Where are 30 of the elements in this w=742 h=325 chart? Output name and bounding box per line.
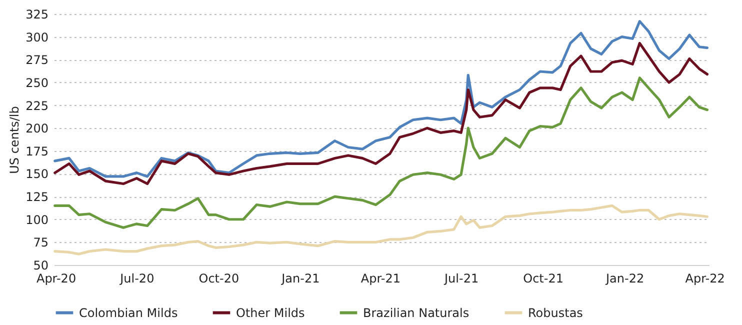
legend-label: Brazilian Naturals [363,306,470,320]
x-tick-label: Jul-20 [119,272,154,286]
y-axis-title: US cents/lb [8,106,22,174]
y-tick-label: 200 [26,122,48,136]
y-tick-label: 50 [33,258,48,272]
x-tick-label: Apr-22 [685,272,725,286]
y-tick-label: 100 [26,212,48,227]
y-tick-label: 225 [26,98,48,113]
y-tick-label: 75 [33,236,48,250]
line-series [54,20,709,178]
x-tick-label: Jan-22 [605,272,644,286]
x-tick-label: Apr-20 [36,272,76,286]
line-series [54,76,709,229]
x-tick-label: Jul-21 [444,272,479,286]
y-tick-label: 175 [26,144,48,158]
line-series [54,204,709,256]
legend-label: Other Milds [236,306,305,320]
y-tick-label: 325 [26,8,48,22]
y-tick-label: 150 [26,167,48,182]
legend-label: Colombian Milds [79,306,178,320]
legend-label: Robustas [528,306,583,320]
y-tick-label: 250 [26,76,48,90]
x-tick-label: Oct-20 [198,272,240,286]
x-tick-label: Jan-21 [280,272,320,286]
x-tick-label: Oct-21 [523,272,564,286]
x-tick-label: Apr-21 [360,272,400,286]
line-series [54,42,709,186]
y-tick-label: 300 [26,30,48,44]
y-tick-label: 125 [26,190,48,204]
y-tick-label: 275 [26,53,48,68]
